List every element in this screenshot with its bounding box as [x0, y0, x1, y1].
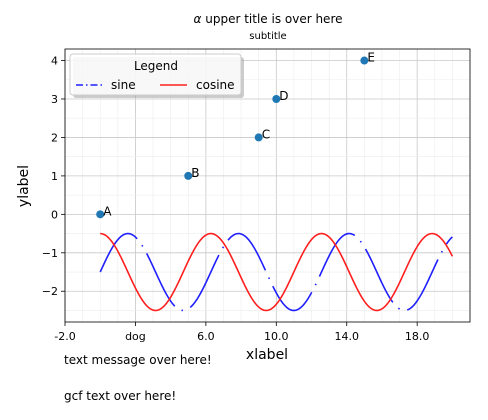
chart-title: α upper title is over here — [0, 12, 488, 26]
series-group — [99, 232, 454, 312]
y-tick-label: 1 — [51, 170, 58, 183]
x-axis: -2.0 dog 6.0 10.0 14.0 18.0 — [54, 322, 429, 343]
x-tick-label: 6.0 — [197, 330, 215, 343]
point-label-B: B — [191, 166, 199, 180]
x-tick-label: 18.0 — [405, 330, 430, 343]
point-label-C: C — [262, 127, 270, 141]
gcf-text: gcf text over here! — [64, 389, 177, 403]
y-tick-label: 3 — [51, 93, 58, 106]
x-tick-label: 10.0 — [264, 330, 289, 343]
x-tick-label: 14.0 — [334, 330, 359, 343]
point-E — [360, 56, 369, 65]
chart-title-text: upper title is over here — [205, 12, 343, 26]
point-label-E: E — [367, 51, 375, 65]
y-tick-label: −2 — [42, 285, 58, 298]
point-label-D: D — [279, 89, 288, 103]
legend-title: Legend — [134, 59, 178, 73]
y-tick-label: 4 — [51, 55, 58, 68]
x-axis-label: xlabel — [246, 347, 288, 363]
legend-cosine-label: cosine — [196, 78, 235, 92]
text-message: text message over here! — [64, 353, 212, 367]
point-B — [184, 171, 193, 180]
points-group: A B C D E — [96, 51, 375, 219]
legend-box — [69, 53, 242, 96]
y-tick-label: 0 — [51, 208, 58, 221]
x-tick-label: -2.0 — [54, 330, 75, 343]
point-C — [254, 133, 263, 142]
series-line-sine — [99, 232, 453, 312]
y-tick-label: 2 — [51, 131, 58, 144]
y-axis: −2 −1 0 1 2 3 4 — [42, 55, 65, 298]
point-label-A: A — [103, 204, 112, 218]
plot-frame — [64, 48, 471, 323]
point-D — [272, 94, 281, 103]
legend-sine-label: sine — [111, 78, 136, 92]
legend: Legend sine cosine — [69, 53, 244, 98]
y-tick-label: −1 — [42, 247, 58, 260]
point-A — [96, 210, 105, 219]
x-tick-label: dog — [125, 330, 146, 343]
alpha-symbol: α — [193, 12, 202, 26]
y-axis-label: ylabel — [16, 165, 32, 207]
chart-subtitle: subtitle — [249, 31, 287, 42]
series-line-cosine — [100, 232, 454, 312]
